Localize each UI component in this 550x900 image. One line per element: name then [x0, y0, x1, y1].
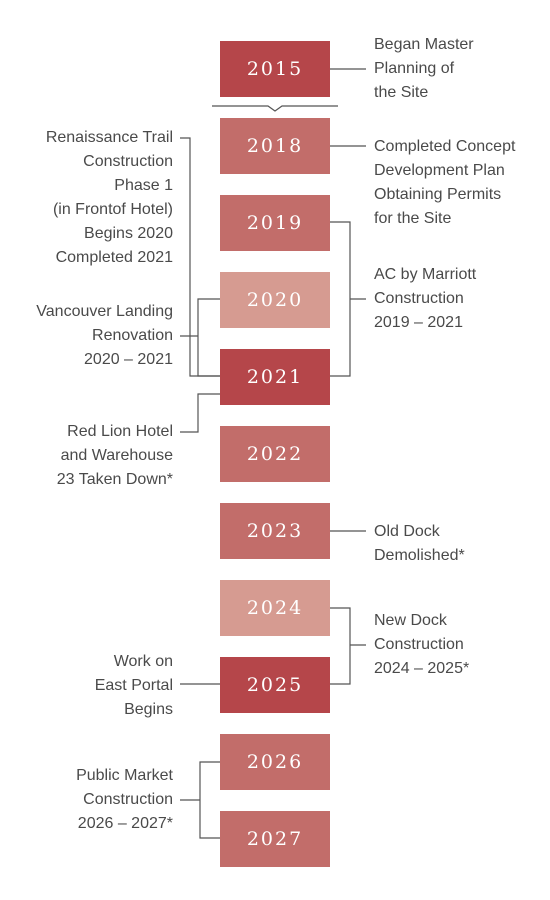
- year-box-2015: 2015: [220, 41, 330, 97]
- note-line: Completed Concept: [374, 138, 516, 155]
- note-line: Construction: [83, 153, 173, 170]
- note-red-lion: Red Lion Hotel and Warehouse 23 Taken Do…: [57, 420, 173, 492]
- note-new-dock: New Dock Construction 2024 – 2025*: [374, 609, 469, 681]
- note-line: 2020 – 2021: [84, 351, 173, 368]
- note-line: Phase 1: [114, 177, 173, 194]
- note-public-market: Public Market Construction 2026 – 2027*: [76, 764, 173, 836]
- note-line: Planning of: [374, 60, 455, 77]
- year-box-2024: 2024: [220, 580, 330, 636]
- bracket-renaissance-trail: [180, 137, 220, 377]
- note-vancouver-landing: Vancouver Landing Renovation 2020 – 2021: [36, 300, 173, 372]
- note-east-portal: Work on East Portal Begins: [95, 650, 173, 722]
- note-line: New Dock: [374, 612, 447, 629]
- note-renaissance-trail: Renaissance Trail Construction Phase 1 (…: [46, 126, 173, 270]
- note-line: Renovation: [92, 327, 173, 344]
- note-line: Construction: [83, 791, 173, 808]
- note-line: for the Site: [374, 210, 452, 227]
- note-line: Work on: [113, 653, 173, 670]
- note-master-planning: Began Master Planning of the Site: [374, 33, 474, 105]
- note-line: Began Master: [374, 36, 474, 53]
- timeline-break-marker: [212, 105, 338, 112]
- note-line: (in Frontof Hotel): [52, 201, 173, 218]
- note-line: Begins: [124, 701, 173, 718]
- note-line: the Site: [374, 84, 429, 101]
- note-line: East Portal: [94, 677, 173, 694]
- note-line: 2024 – 2025*: [374, 660, 470, 677]
- note-line: and Warehouse: [60, 447, 173, 464]
- year-box-2018: 2018: [220, 118, 330, 174]
- bracket-public-market: [180, 761, 220, 839]
- year-box-2025: 2025: [220, 657, 330, 713]
- note-line: Renaissance Trail: [45, 129, 173, 146]
- year-box-2027: 2027: [220, 811, 330, 867]
- note-line: Construction: [374, 636, 464, 653]
- note-line: Old Dock: [374, 523, 440, 540]
- year-box-2021: 2021: [220, 349, 330, 405]
- note-line: Obtaining Permits: [374, 186, 502, 203]
- note-line: Begins 2020: [84, 225, 173, 242]
- bracket-ac-marriott: [330, 221, 366, 377]
- note-line: 23 Taken Down*: [56, 471, 173, 488]
- year-box-2023: 2023: [220, 503, 330, 559]
- year-box-2019: 2019: [220, 195, 330, 251]
- bracket-new-dock: [330, 607, 366, 685]
- note-line: Development Plan: [374, 162, 505, 179]
- note-ac-marriott: AC by Marriott Construction 2019 – 2021: [374, 263, 476, 335]
- note-line: Demolished*: [374, 547, 465, 564]
- note-line: AC by Marriott: [374, 266, 477, 283]
- note-line: 2026 – 2027*: [77, 815, 173, 832]
- note-line: Public Market: [76, 767, 173, 784]
- note-old-dock: Old Dock Demolished*: [374, 520, 465, 568]
- year-box-2022: 2022: [220, 426, 330, 482]
- note-line: Vancouver Landing: [36, 303, 173, 320]
- note-line: Red Lion Hotel: [67, 423, 173, 440]
- bracket-vancouver-landing: [180, 298, 220, 377]
- note-line: Construction: [374, 290, 464, 307]
- note-line: 2019 – 2021: [374, 314, 463, 331]
- year-box-2026: 2026: [220, 734, 330, 790]
- year-box-2020: 2020: [220, 272, 330, 328]
- note-line: Completed 2021: [55, 249, 173, 266]
- connector-red-lion: [180, 393, 232, 433]
- note-concept-plan: Completed Concept Development Plan Obtai…: [374, 135, 515, 231]
